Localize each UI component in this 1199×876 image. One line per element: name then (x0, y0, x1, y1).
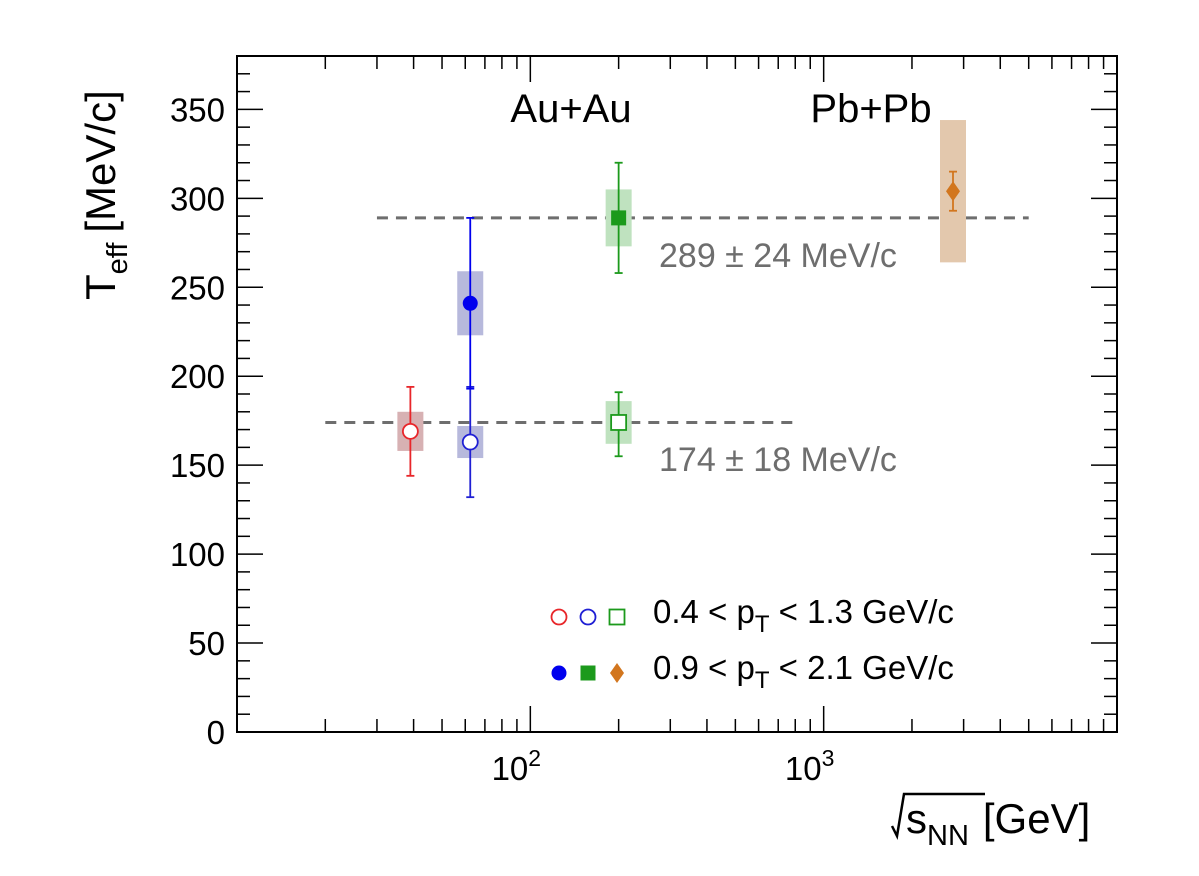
x-axis-title-unit: [GeV] (983, 795, 1090, 842)
y-tick-label: 300 (170, 180, 225, 217)
open-circle-marker (461, 433, 479, 451)
y-axis-title-unit: [MeV/c] (77, 90, 124, 232)
y-axis-title-main: T (77, 274, 124, 300)
x-tick-label-exp: 3 (822, 745, 835, 771)
legend-entry-1: 0.4 < pT < 1.3 GeV/c (653, 593, 954, 638)
system-label-pb-pb: Pb+Pb (810, 87, 931, 131)
y-tick-label: 0 (207, 714, 225, 751)
filled-circle-marker (462, 295, 478, 311)
legend-markers-row-1 (550, 608, 626, 626)
fit-label-low: 174 ± 18 MeV/c (659, 441, 897, 479)
x-tick-label-base: 10 (785, 750, 822, 787)
y-tick-label: 350 (170, 91, 225, 128)
legend: 0.4 < pT < 1.3 GeV/c 0.9 < pT < 2.1 GeV/… (550, 593, 954, 694)
x-tick-label-base: 10 (492, 750, 529, 787)
x-tick-label-exp: 2 (528, 745, 541, 771)
filled-square-marker (580, 665, 596, 681)
axis-ticks (236, 56, 1117, 733)
y-axis-title-sub: eff (102, 242, 134, 275)
x-axis-title-text: sNN [GeV] (906, 795, 1090, 852)
legend-entry-1-text: 0.4 < p (653, 593, 755, 630)
filled-square-marker (611, 210, 627, 226)
legend-entry-2-text: 0.9 < p (653, 649, 755, 686)
x-tick-label: 103 (785, 745, 835, 787)
open-circle-marker (401, 422, 419, 440)
systematic-boxes (397, 120, 966, 459)
system-label-au-au: Au+Au (510, 87, 631, 131)
open-square-marker (608, 608, 626, 626)
data-markers (401, 181, 960, 451)
legend-markers-row-2 (551, 663, 624, 683)
open-square-marker (610, 414, 628, 431)
legend-entry-1-sub: T (755, 611, 770, 638)
filled-circle-marker (551, 665, 567, 681)
legend-entry-2-sub: T (755, 667, 770, 694)
x-axis-title-var: s (906, 795, 927, 842)
sqrt-sign-icon (890, 792, 985, 840)
x-tick-label: 102 (492, 745, 542, 787)
y-axis-title: Teff [MeV/c] (77, 90, 134, 300)
open-circle-marker (579, 608, 597, 626)
y-tick-labels: 0 50 100 150 200 250 300 350 (170, 91, 225, 751)
y-tick-label: 50 (188, 625, 225, 662)
x-axis-title: sNN [GeV] (890, 792, 1090, 852)
filled-diamond-marker (946, 181, 960, 202)
open-circle-marker (550, 608, 568, 626)
legend-entry-2: 0.9 < pT < 2.1 GeV/c (653, 649, 954, 694)
fit-label-high: 289 ± 24 MeV/c (659, 237, 897, 275)
legend-entry-2-tail: < 2.1 GeV/c (770, 649, 954, 686)
filled-diamond-marker (610, 663, 624, 683)
x-tick-labels: 102 103 (492, 745, 835, 787)
y-tick-label: 100 (170, 536, 225, 573)
y-tick-label: 150 (170, 447, 225, 484)
plot-frame (236, 55, 1118, 733)
legend-entry-1-tail: < 1.3 GeV/c (770, 593, 954, 630)
x-axis-title-sub: NN (927, 820, 969, 852)
y-tick-label: 250 (170, 269, 225, 306)
y-tick-label: 200 (170, 358, 225, 395)
